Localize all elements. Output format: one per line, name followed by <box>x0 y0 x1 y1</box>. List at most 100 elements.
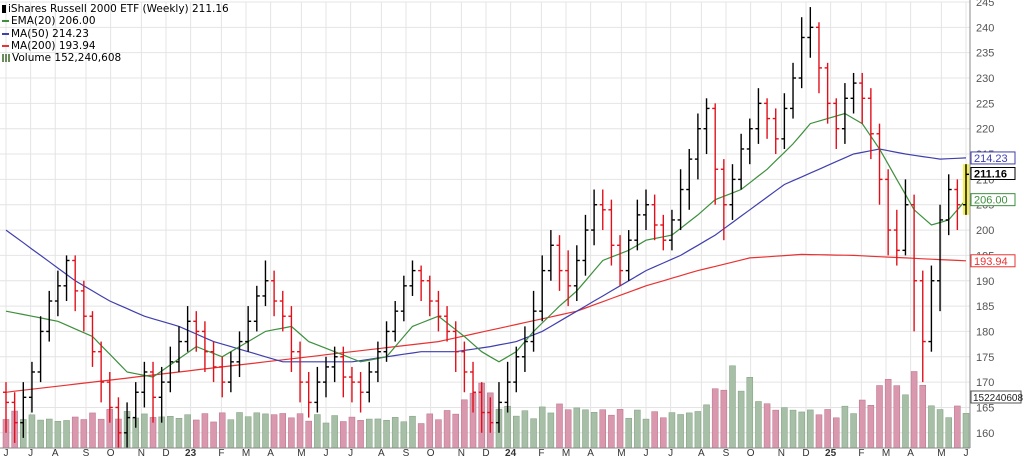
volume-bar <box>677 414 684 449</box>
x-tick-label: J <box>964 448 969 458</box>
price-label-box <box>970 167 1016 181</box>
x-tick-label: F <box>218 448 224 458</box>
y-tick-label: 160 <box>976 428 994 440</box>
x-tick-label: A <box>698 448 705 458</box>
volume-bar <box>772 409 779 449</box>
ohlc-bar <box>201 321 208 372</box>
ohlc-bar <box>876 123 883 205</box>
volume-bar <box>322 422 330 449</box>
ohlc-bar <box>599 189 606 231</box>
ohlc-bar <box>521 326 528 372</box>
volume-bar <box>253 412 261 449</box>
ohlc-bar <box>617 235 624 286</box>
ohlc-bar <box>288 306 295 372</box>
ohlc-bar <box>850 72 857 114</box>
price-label: 214.23 <box>970 151 1016 165</box>
volume-bar <box>167 416 174 449</box>
ema20-line <box>5 112 967 378</box>
volume-label: 152240608 <box>970 390 1023 404</box>
volume-bar <box>582 409 589 449</box>
ohlc-bar <box>591 189 598 246</box>
volume-bar <box>314 414 321 449</box>
volume-bar <box>755 401 762 449</box>
x-tick-label: J <box>644 448 649 458</box>
y-tick-label: 240 <box>976 22 994 34</box>
volume-bar <box>262 413 269 449</box>
ohlc-bar <box>175 326 182 372</box>
price-label-text: 206.00 <box>974 195 1008 207</box>
ohlc-bar <box>11 392 18 443</box>
x-tick-label: D <box>162 448 169 458</box>
x-tick-label: F <box>538 448 544 458</box>
ohlc-bar <box>755 88 762 144</box>
volume-bar <box>435 419 442 449</box>
y-tick-label: 225 <box>976 98 994 110</box>
volume-bar <box>660 417 667 449</box>
ohlc-bar <box>271 270 278 317</box>
ohlc-bar <box>885 169 892 256</box>
volume-bar <box>37 419 44 449</box>
x-tick-label: M <box>937 448 945 458</box>
ohlc-bar <box>729 164 736 220</box>
ohlc-bar <box>539 255 546 322</box>
price-bars <box>3 7 969 448</box>
price-label: 206.00 <box>970 193 1016 207</box>
ohlc-bar <box>305 371 312 418</box>
ohlc-bar <box>902 179 909 256</box>
volume-bar <box>461 399 468 449</box>
volume-bar <box>210 421 217 449</box>
x-tick-label: J <box>28 448 33 458</box>
volume-bar <box>807 409 814 449</box>
ohlc-bar <box>141 361 148 408</box>
x-tick-label: O <box>107 448 115 458</box>
volume-bar <box>391 417 399 449</box>
volume-bar <box>858 399 866 449</box>
ohlc-bar <box>348 366 355 403</box>
volume-bar <box>452 413 459 449</box>
volume-bar <box>910 371 918 449</box>
ohlc-bar <box>703 98 710 155</box>
volume-bar <box>374 418 382 449</box>
volume-bar <box>625 417 632 449</box>
chart-legend: iShares Russell 2000 ETF (Weekly) 211.16… <box>2 3 229 64</box>
ohlc-bar <box>954 179 961 231</box>
volume-bar <box>97 418 105 449</box>
volume-label-text: 152240608 <box>973 393 1023 404</box>
volume-bar <box>89 412 96 449</box>
ohlc-bar <box>582 214 589 276</box>
volume-bar <box>893 385 901 449</box>
ma50-line <box>5 148 967 363</box>
ohlc-bar <box>452 321 459 372</box>
x-tick-label: 23 <box>185 448 197 458</box>
grid <box>0 1 970 448</box>
volume-bar <box>28 414 36 449</box>
price-label-text: 214.23 <box>974 153 1008 165</box>
ohlc-bar <box>746 118 753 165</box>
ohlc-bar <box>694 113 701 180</box>
ohlc-bar <box>495 382 502 433</box>
legend-title: iShares Russell 2000 ETF (Weekly) 211.16 <box>2 3 229 15</box>
x-tick-label: N <box>138 448 145 458</box>
ohlc-bar <box>790 62 797 119</box>
volume-bar <box>850 413 857 449</box>
ohlc-bar <box>720 159 727 241</box>
ohlc-bar <box>132 382 139 428</box>
x-tick-label: O <box>747 448 755 458</box>
ohlc-bar <box>963 164 969 215</box>
ohlc-bar <box>772 108 779 155</box>
ohlc-bar <box>867 88 874 160</box>
x-tick-label: M <box>617 448 625 458</box>
volume-bar <box>789 409 797 449</box>
x-tick-label: A <box>52 448 59 458</box>
legend-ema: EMA(20) 206.00 <box>2 15 229 27</box>
ohlc-bar <box>374 341 381 383</box>
legend-volume: Volume 152,240,608 <box>2 52 229 64</box>
x-tick-label: A <box>267 448 274 458</box>
ohlc-bar <box>80 280 87 332</box>
ohlc-bar <box>573 245 580 302</box>
ohlc-bar <box>634 199 641 251</box>
volume-bar <box>443 410 451 449</box>
price-label-box <box>970 254 1016 268</box>
ohlc-bar <box>478 382 485 433</box>
